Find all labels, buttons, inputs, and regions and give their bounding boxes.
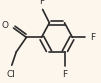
Text: F: F xyxy=(90,33,95,42)
Text: O: O xyxy=(1,21,8,30)
Text: F: F xyxy=(39,0,44,6)
Text: F: F xyxy=(62,70,67,79)
Text: Cl: Cl xyxy=(6,70,15,79)
